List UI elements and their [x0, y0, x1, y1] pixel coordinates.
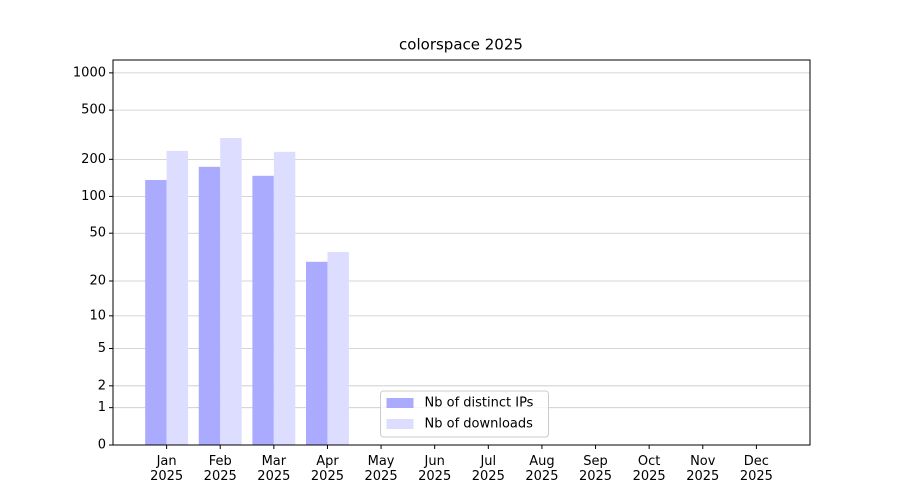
x-tick-label: Jul 2025 [471, 454, 505, 484]
chart-title: colorspace 2025 [399, 36, 523, 54]
y-tick-label: 500 [81, 103, 106, 118]
bar [166, 150, 189, 445]
x-tick-label: Dec 2025 [739, 454, 773, 484]
x-tick-label: Jan 2025 [150, 454, 184, 484]
y-tick-label: 200 [81, 152, 106, 167]
bar [327, 251, 349, 445]
x-tick-label: Jun 2025 [418, 454, 452, 484]
y-tick-label: 0 [98, 438, 106, 453]
legend: Nb of distinct IPs Nb of downloads [380, 390, 549, 438]
bar [145, 179, 167, 445]
y-tick-label: 50 [89, 226, 106, 241]
legend-label: Nb of distinct IPs [425, 396, 534, 411]
bar [220, 137, 242, 445]
x-tick-label: Mar 2025 [257, 454, 291, 484]
plot-frame [112, 59, 811, 446]
x-tick-label: Oct 2025 [632, 454, 666, 484]
x-tick-label: Aug 2025 [525, 454, 559, 484]
legend-box [380, 390, 549, 438]
legend-label: Nb of downloads [425, 417, 534, 432]
y-tick-label: 5 [98, 341, 106, 356]
y-tick-label: 2 [98, 378, 106, 393]
x-tick-label: Nov 2025 [686, 454, 720, 484]
x-tick-label: Sep 2025 [578, 454, 613, 484]
y-tick-label: 1 [98, 400, 106, 415]
y-tick-label: 100 [81, 189, 106, 204]
x-tick-label: Apr 2025 [310, 454, 344, 484]
bar [252, 175, 274, 445]
bar [273, 151, 296, 445]
legend-swatch [386, 398, 414, 408]
bar [198, 166, 221, 445]
bar [306, 261, 328, 445]
x-tick-label: Feb 2025 [203, 454, 237, 484]
y-tick-label: 20 [89, 274, 106, 289]
legend-swatch [386, 419, 414, 429]
y-tick-label: 10 [89, 308, 106, 323]
y-tick-label: 1000 [73, 65, 106, 80]
x-tick-label: May 2025 [364, 454, 398, 484]
